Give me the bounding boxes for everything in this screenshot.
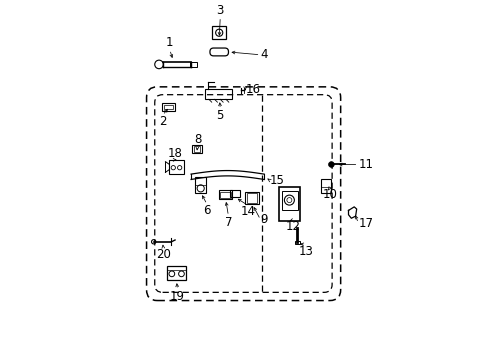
Bar bbox=[219, 190, 232, 199]
Text: 13: 13 bbox=[298, 245, 312, 258]
Bar bbox=[163, 105, 173, 109]
Bar bbox=[281, 191, 297, 210]
Bar bbox=[279, 187, 300, 221]
Bar bbox=[191, 145, 202, 153]
Bar bbox=[246, 193, 257, 203]
Text: 7: 7 bbox=[224, 216, 232, 229]
Text: 12: 12 bbox=[285, 220, 301, 233]
Text: 17: 17 bbox=[358, 217, 373, 230]
Bar bbox=[195, 177, 205, 193]
Text: 2: 2 bbox=[159, 115, 166, 129]
Bar bbox=[220, 192, 230, 198]
Bar bbox=[321, 179, 331, 193]
Text: 3: 3 bbox=[216, 4, 224, 17]
Bar bbox=[190, 62, 196, 67]
Bar bbox=[244, 192, 259, 204]
Text: 19: 19 bbox=[170, 290, 184, 303]
Bar bbox=[230, 190, 240, 197]
Text: 5: 5 bbox=[216, 109, 224, 122]
Bar bbox=[162, 103, 175, 111]
Text: 9: 9 bbox=[260, 213, 267, 226]
Bar bbox=[193, 146, 200, 152]
Text: 16: 16 bbox=[244, 83, 260, 96]
Text: 6: 6 bbox=[203, 204, 210, 217]
Bar bbox=[169, 160, 183, 174]
Text: 11: 11 bbox=[358, 158, 373, 171]
Text: 14: 14 bbox=[240, 206, 255, 219]
Text: 8: 8 bbox=[193, 132, 201, 145]
Text: 20: 20 bbox=[156, 248, 170, 261]
Bar bbox=[166, 266, 186, 280]
Bar bbox=[294, 241, 299, 244]
Text: 18: 18 bbox=[167, 147, 182, 160]
Bar bbox=[205, 89, 232, 99]
Text: 1: 1 bbox=[165, 36, 173, 49]
Text: 10: 10 bbox=[322, 188, 337, 201]
Circle shape bbox=[328, 162, 334, 167]
Text: 4: 4 bbox=[260, 48, 267, 61]
Text: 15: 15 bbox=[269, 174, 285, 187]
Bar bbox=[212, 26, 225, 39]
